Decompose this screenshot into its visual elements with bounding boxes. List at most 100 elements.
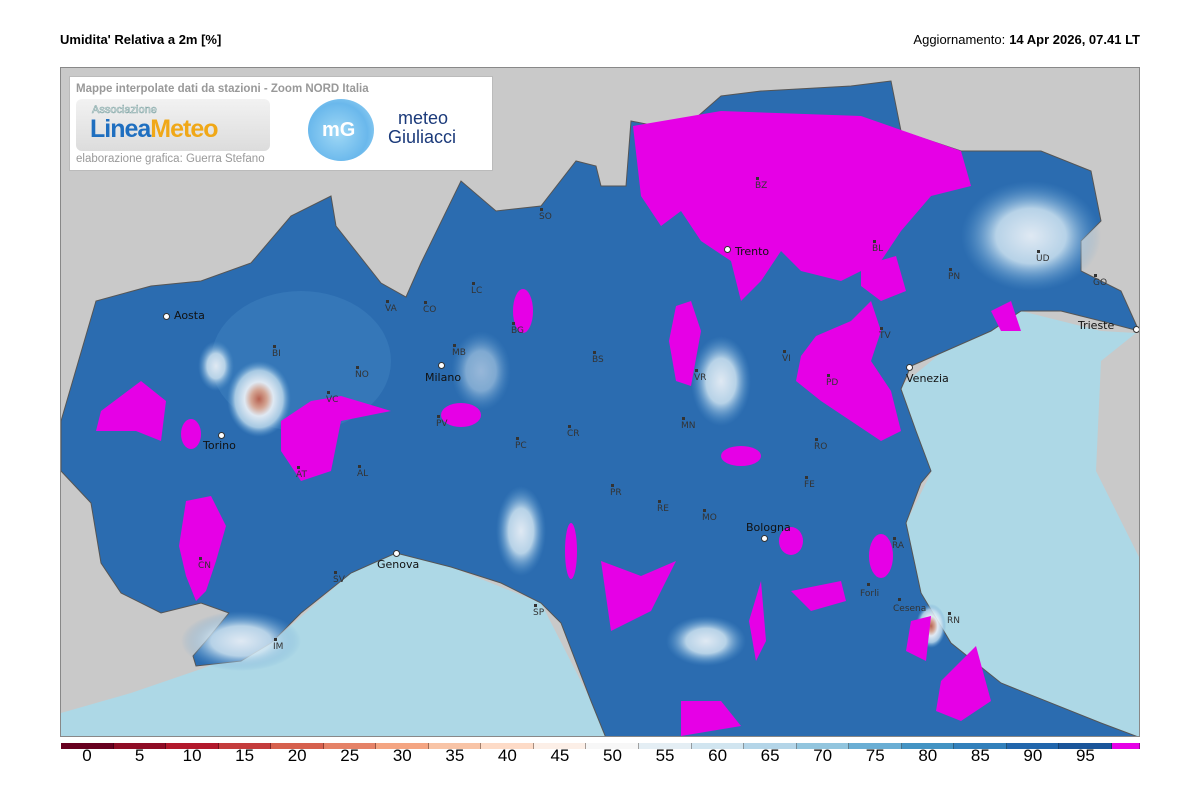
legend-swatch xyxy=(954,743,1007,749)
province-marker xyxy=(358,465,361,468)
city-marker xyxy=(906,364,913,371)
province-marker xyxy=(472,282,475,285)
color-legend-bar xyxy=(61,743,1141,749)
province-label-co: CO xyxy=(423,305,437,315)
legend-swatch xyxy=(1059,743,1112,749)
legend-swatch xyxy=(271,743,324,749)
province-marker xyxy=(512,322,515,325)
legend-swatch xyxy=(849,743,902,749)
province-label-bi: BI xyxy=(272,349,281,359)
legend-swatch xyxy=(586,743,640,749)
province-marker xyxy=(356,366,359,369)
province-marker xyxy=(949,268,952,271)
city-label-cesena: Cesena xyxy=(893,604,927,614)
province-label-pc: PC xyxy=(515,441,527,451)
province-marker xyxy=(453,344,456,347)
province-label-va: VA xyxy=(385,304,397,314)
legend-swatch xyxy=(1111,743,1140,749)
legend-swatch xyxy=(1006,743,1060,749)
province-marker xyxy=(703,509,706,512)
legend-swatch xyxy=(113,743,167,749)
province-marker xyxy=(568,425,571,428)
province-marker xyxy=(611,484,614,487)
province-label-fe: FE xyxy=(804,480,815,490)
meteogiuliacci-logo-text: meteo Giuliacci xyxy=(388,109,456,147)
province-marker xyxy=(424,301,427,304)
province-marker xyxy=(1094,274,1097,277)
province-marker xyxy=(540,208,543,211)
province-label-vr: VR xyxy=(694,373,707,383)
legend-tick-label: 10 xyxy=(182,746,202,765)
province-marker xyxy=(593,351,596,354)
province-label-ro: RO xyxy=(814,442,828,452)
lineameteo-logo: Associazione LineaMeteo xyxy=(76,99,270,151)
legend-tick-label: 0 xyxy=(82,746,92,765)
humidity-map: Mappe interpolate dati da stazioni - Zoo… xyxy=(60,67,1140,737)
city-label-torino: Torino xyxy=(203,439,236,452)
legend-swatch xyxy=(744,743,797,749)
province-label-ra: RA xyxy=(892,541,905,551)
info-box: Mappe interpolate dati da stazioni - Zoo… xyxy=(69,76,493,171)
legend-swatch xyxy=(691,743,745,749)
legend-tick-label: 40 xyxy=(497,746,517,765)
city-marker xyxy=(1133,326,1139,333)
province-label-im: IM xyxy=(273,642,284,652)
legend-tick-label: 65 xyxy=(760,746,780,765)
province-label-pv: PV xyxy=(436,419,448,429)
logo-giuliacci-line: Giuliacci xyxy=(388,127,457,147)
update-label: Aggiornamento: xyxy=(913,32,1006,47)
province-label-sv: SV xyxy=(333,575,345,585)
legend-tick-label: 60 xyxy=(708,746,728,765)
city-label-genova: Genova xyxy=(377,558,420,571)
province-marker xyxy=(827,374,830,377)
province-marker xyxy=(273,345,276,348)
province-marker xyxy=(534,604,537,607)
logo-association-text: Associazione xyxy=(92,104,157,117)
province-label-bg: BG xyxy=(511,326,524,336)
province-label-no: NO xyxy=(355,370,369,380)
province-label-bs: BS xyxy=(592,355,604,365)
province-marker xyxy=(880,327,883,330)
province-label-re: RE xyxy=(657,504,669,514)
adriatic-sea xyxy=(901,311,1139,736)
legend-tick-label: 45 xyxy=(550,746,570,765)
province-marker xyxy=(756,177,759,180)
legend-tick-label: 55 xyxy=(655,746,675,765)
province-marker xyxy=(783,350,786,353)
province-label-vi: VI xyxy=(782,354,791,364)
legend-tick-label: 25 xyxy=(340,746,360,765)
city-marker xyxy=(867,583,870,586)
province-label-bl: BL xyxy=(872,244,884,254)
province-label-bz: BZ xyxy=(755,181,768,191)
legend-swatch xyxy=(481,743,534,749)
province-label-al: AL xyxy=(357,469,369,479)
province-label-pr: PR xyxy=(610,488,622,498)
province-label-cn: CN xyxy=(198,561,212,571)
legend-tick-label: 75 xyxy=(865,746,885,765)
legend-tick-label: 50 xyxy=(603,746,622,765)
city-label-milano: Milano xyxy=(425,371,462,384)
legend-tick-label: 95 xyxy=(1075,746,1095,765)
update-timestamp: Aggiornamento: 14 Apr 2026, 07.41 LT xyxy=(913,32,1140,47)
credit-text: elaborazione grafica: Guerra Stefano xyxy=(76,153,265,165)
province-marker xyxy=(1037,250,1040,253)
province-marker xyxy=(437,415,440,418)
city-marker xyxy=(724,246,731,253)
legend-tick-label: 80 xyxy=(918,746,938,765)
province-marker xyxy=(334,571,337,574)
province-marker xyxy=(274,638,277,641)
legend-tick-label: 20 xyxy=(287,746,307,765)
legend-swatch xyxy=(323,743,377,749)
city-label-venezia: Venezia xyxy=(906,372,949,385)
province-label-at: AT xyxy=(296,470,307,480)
map-canvas xyxy=(61,68,1139,736)
city-marker xyxy=(218,432,225,439)
legend-swatch xyxy=(533,743,587,749)
province-label-ud: UD xyxy=(1036,254,1050,264)
province-marker xyxy=(327,391,330,394)
legend-tick-label: 35 xyxy=(445,746,465,765)
province-marker xyxy=(516,437,519,440)
province-label-tv: TV xyxy=(879,331,891,341)
legend-tick-label: 30 xyxy=(392,746,412,765)
province-label-vc: VC xyxy=(326,395,339,405)
